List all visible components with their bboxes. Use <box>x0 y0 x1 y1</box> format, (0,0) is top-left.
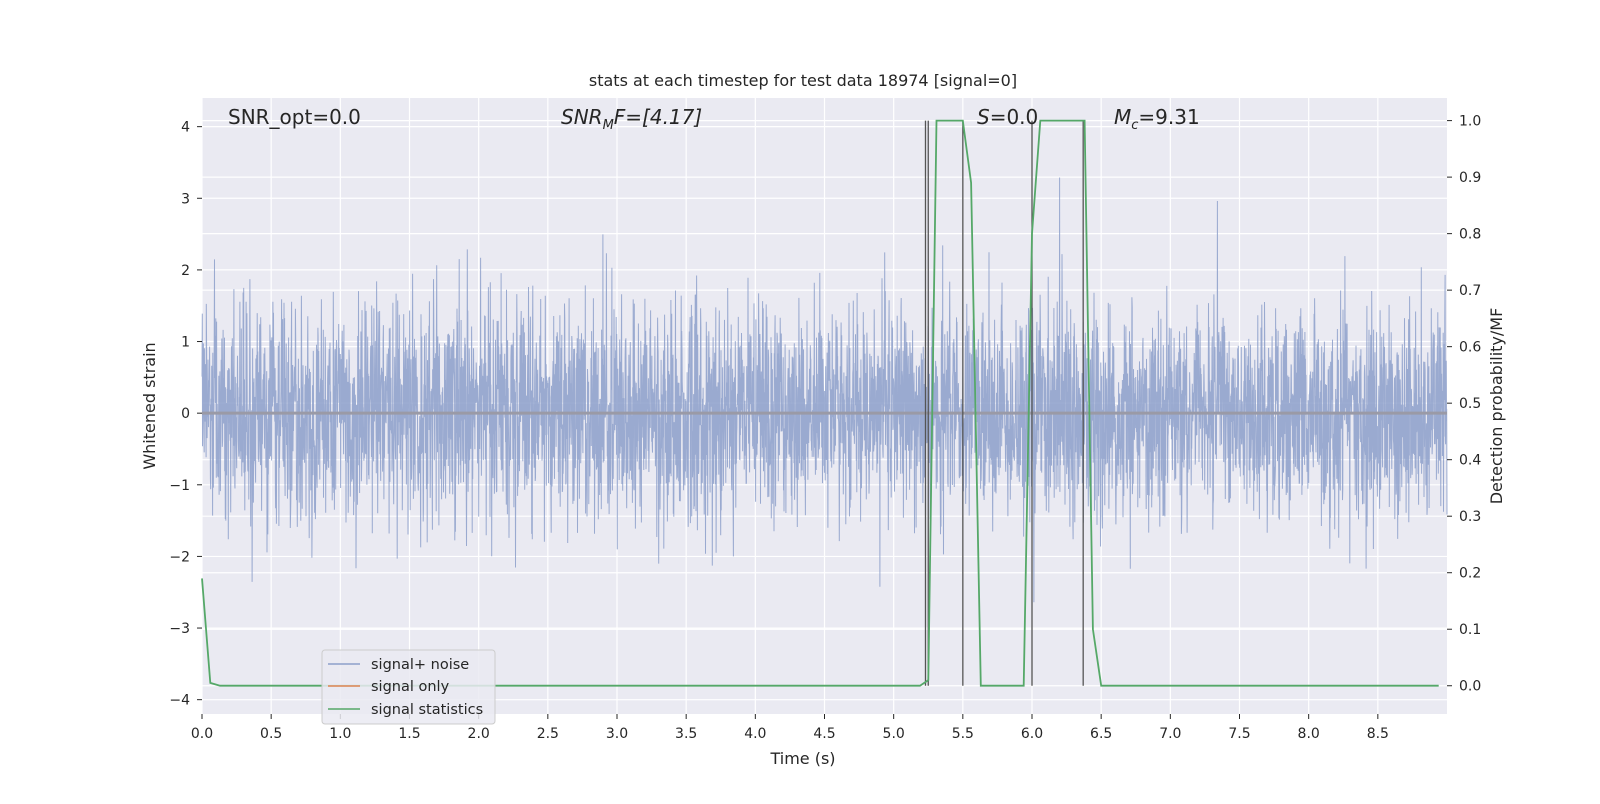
annotation-snr-mf-rest: F=[4.17] <box>614 105 702 129</box>
y-tick-label: 1 <box>181 335 190 351</box>
x-tick-label: 1.0 <box>329 726 351 742</box>
x-tick-label: 5.0 <box>883 726 905 742</box>
y-right-tick-label: 0.7 <box>1459 283 1481 299</box>
annotation-snr-mf-main: SNR <box>561 105 603 129</box>
x-tick-label: 8.0 <box>1298 726 1320 742</box>
x-axis-label: Time (s) <box>769 749 835 768</box>
x-tick-label: 6.5 <box>1090 726 1112 742</box>
legend-box <box>321 649 496 725</box>
y-right-tick-label: 0.8 <box>1459 227 1481 243</box>
x-tick-label: 3.0 <box>606 726 628 742</box>
y-right-tick-label: 0.4 <box>1459 453 1481 469</box>
y-right-tick-label: 0.6 <box>1459 340 1481 356</box>
x-tick-label: 6.0 <box>1021 726 1043 742</box>
annotation-s: S=0.0 <box>977 105 1038 129</box>
y-right-tick-label: 0.0 <box>1459 679 1481 695</box>
x-tick-label: 7.0 <box>1159 726 1181 742</box>
chart-title: stats at each timestep for test data 189… <box>589 71 1017 90</box>
legend: signal+ noise signal only signal statist… <box>321 649 496 725</box>
legend-label-signal-noise: signal+ noise <box>371 657 469 673</box>
x-tick-label: 0.0 <box>191 726 213 742</box>
y-right-axis-label: Detection probability/MF <box>1487 308 1506 505</box>
y-tick-label: 3 <box>181 191 190 207</box>
y-tick-label: −3 <box>169 621 190 637</box>
annotation-snr-opt: SNR_opt=0.0 <box>228 105 361 129</box>
axis-ticks: 0.0 0.5 1.0 1.5 2.0 2.5 3.0 3.5 4.0 4.5 5.0 5.5 6.0 6… <box>169 114 1481 742</box>
y-right-tick-label: 0.1 <box>1459 622 1481 638</box>
annotation-mc-main: M <box>1114 105 1131 129</box>
annotation-mc: Mc=9.31 <box>1114 105 1200 133</box>
series-signal-noise <box>201 177 1448 603</box>
y-right-tick-label: 1.0 <box>1459 114 1481 130</box>
annotation-mc-sub: c <box>1131 118 1138 133</box>
x-tick-label: 2.0 <box>468 726 490 742</box>
annotation-snr-mf: SNRMF=[4.17] <box>561 105 702 133</box>
x-tick-label: 1.5 <box>398 726 420 742</box>
y-tick-label: 4 <box>181 120 190 136</box>
annotation-mc-rest: =9.31 <box>1138 105 1199 129</box>
y-axis-label: Whitened strain <box>140 342 159 469</box>
series-line-signal-noise <box>201 177 1448 603</box>
x-tick-label: 8.5 <box>1367 726 1389 742</box>
y-tick-label: 0 <box>181 406 190 422</box>
annotation-s-rest: =0.0 <box>990 105 1039 129</box>
x-tick-label: 4.5 <box>813 726 835 742</box>
y-tick-label: −2 <box>169 549 190 565</box>
x-tick-label: 2.5 <box>537 726 559 742</box>
y-right-tick-label: 0.9 <box>1459 170 1481 186</box>
x-tick-label: 3.5 <box>675 726 697 742</box>
x-tick-label: 5.5 <box>952 726 974 742</box>
annotation-s-main: S <box>977 105 990 129</box>
x-tick-label: 4.0 <box>744 726 766 742</box>
x-tick-label: 0.5 <box>260 726 282 742</box>
y-tick-label: −4 <box>169 693 190 709</box>
legend-label-signal-statistics: signal statistics <box>371 702 483 718</box>
y-right-tick-label: 0.5 <box>1459 396 1481 412</box>
y-tick-label: 2 <box>181 263 190 279</box>
y-right-tick-label: 0.2 <box>1459 566 1481 582</box>
annotation-snr-mf-sub: M <box>603 118 614 133</box>
y-right-tick-label: 0.3 <box>1459 509 1481 525</box>
y-tick-label: −1 <box>169 478 190 494</box>
x-tick-label: 7.5 <box>1228 726 1250 742</box>
vertical-markers <box>924 120 1084 686</box>
legend-label-signal-only: signal only <box>371 679 450 695</box>
